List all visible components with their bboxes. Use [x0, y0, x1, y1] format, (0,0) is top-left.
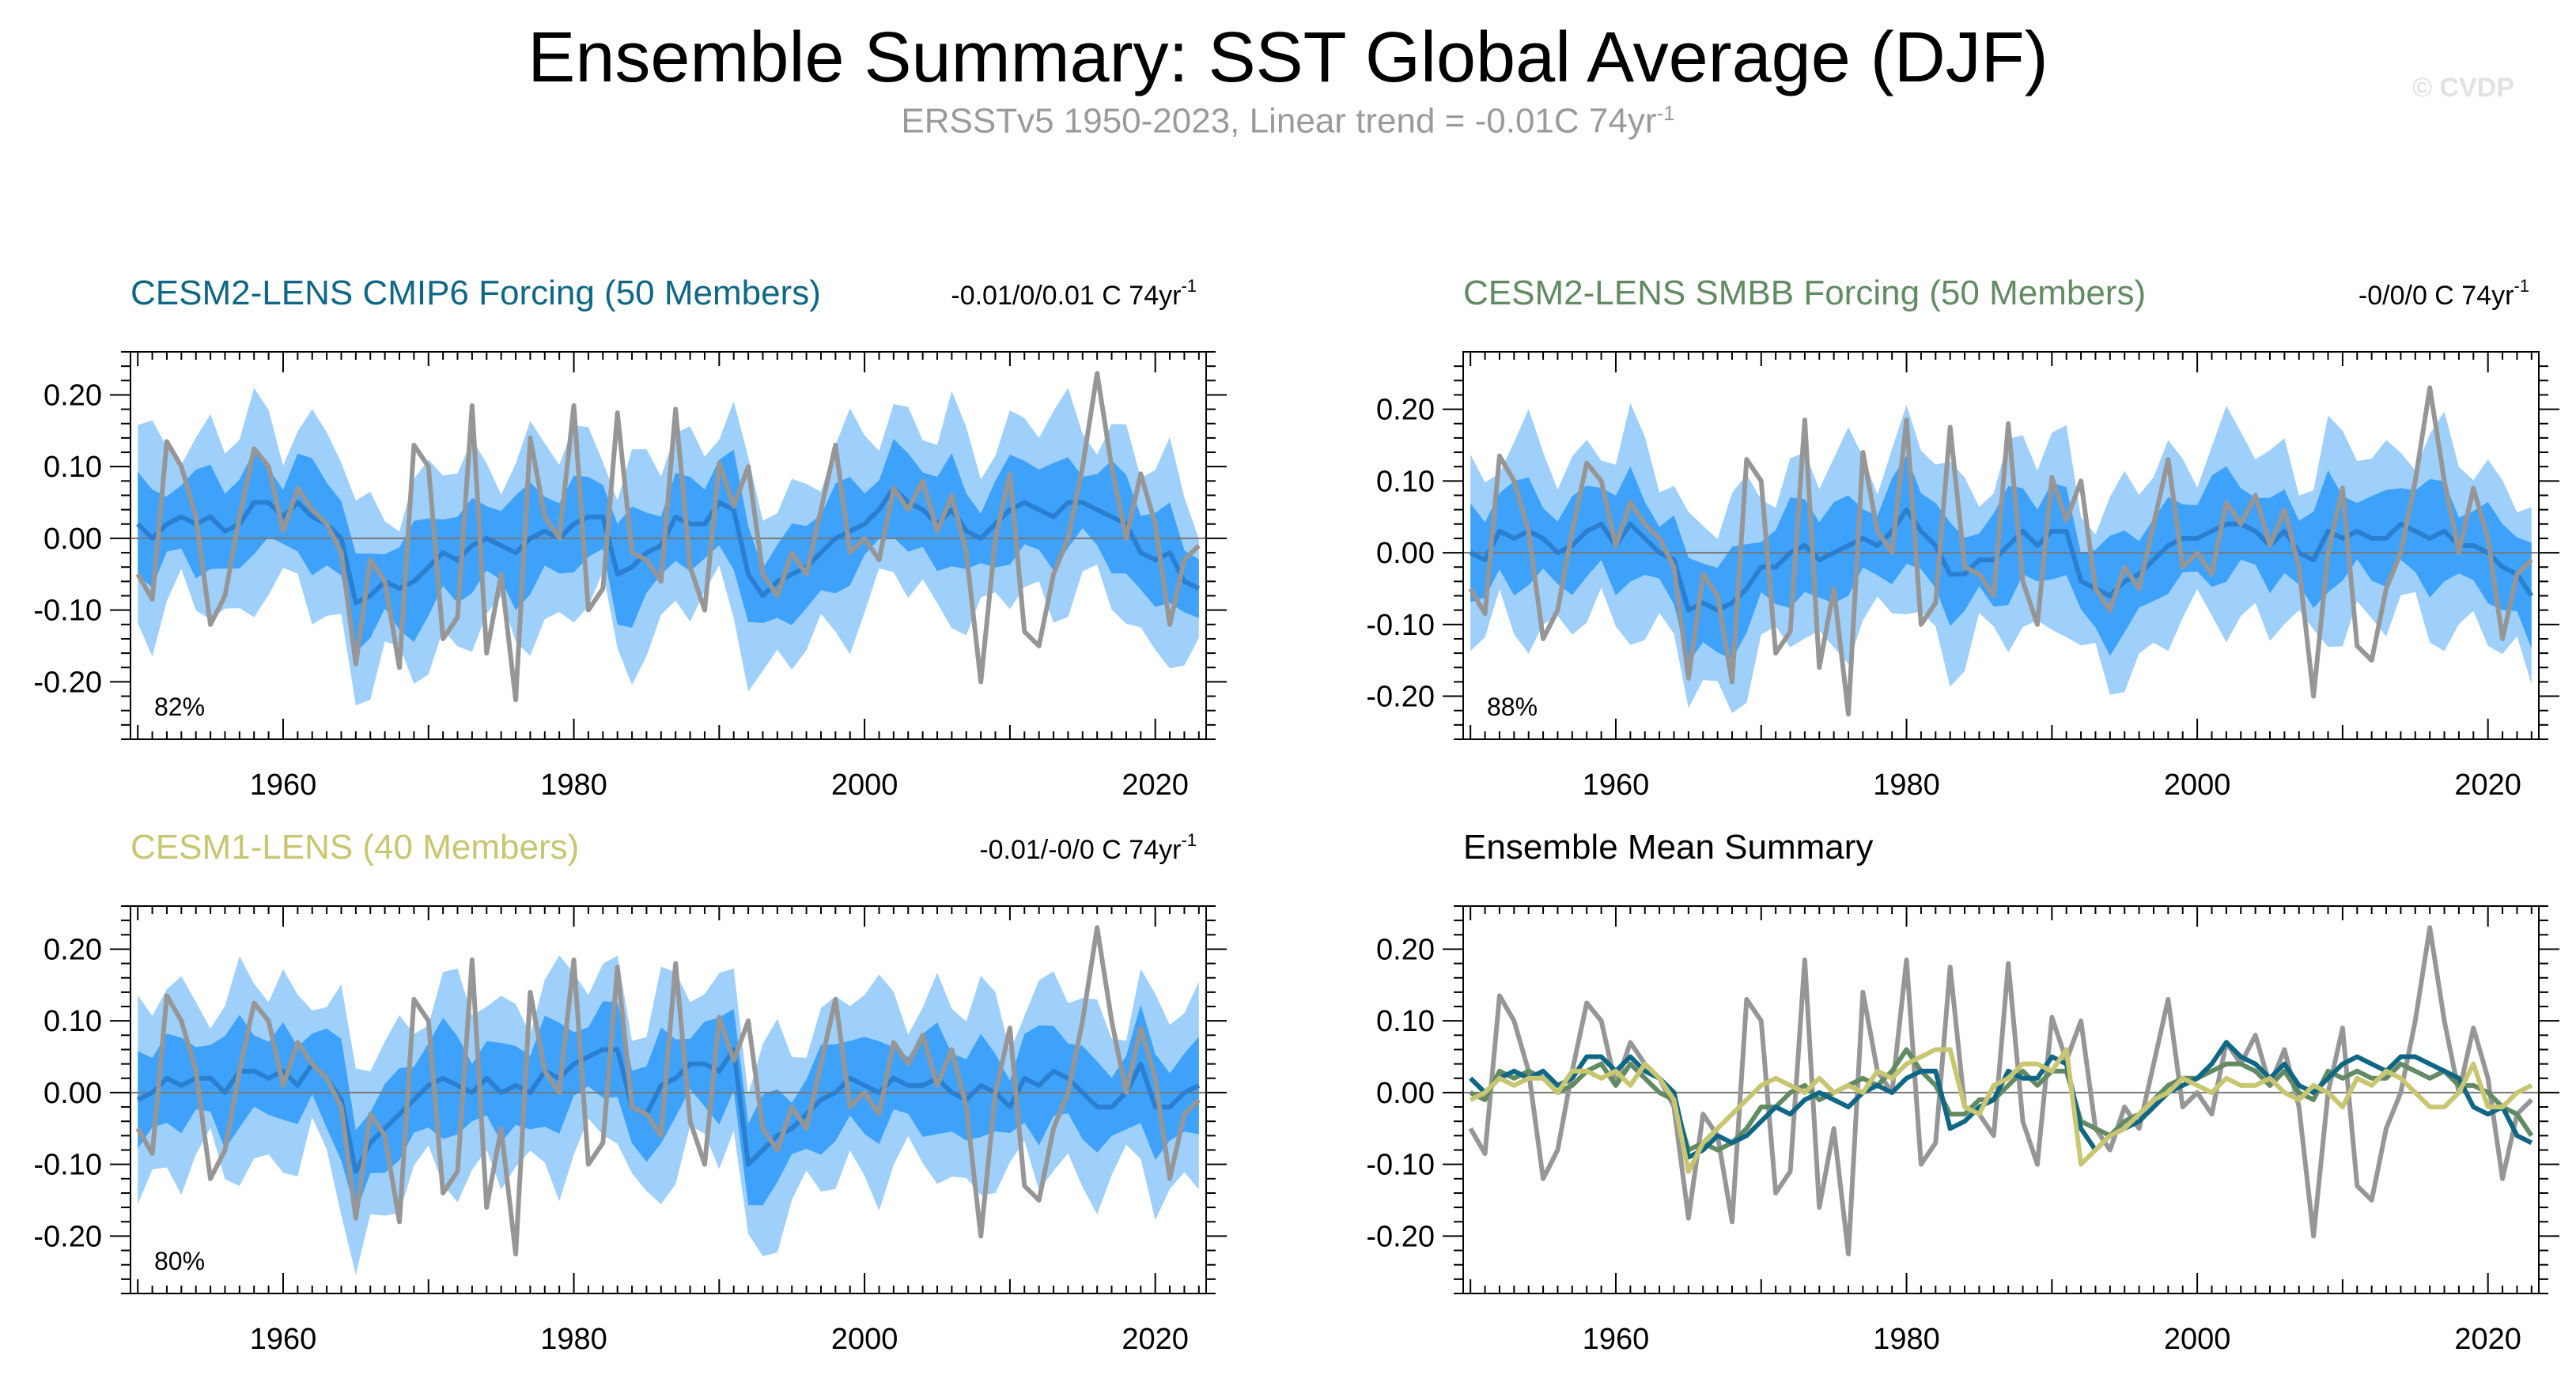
y-tick-label: 0.00	[1376, 1077, 1435, 1110]
plot-frame	[1462, 351, 2540, 740]
y-tick-label: 0.10	[44, 1005, 102, 1038]
x-tick-label: 1960	[1583, 1323, 1650, 1356]
trend-label: -0.01/-0/0 C 74yr-1	[979, 830, 1197, 865]
figure-title: Ensemble Summary: SST Global Average (DJ…	[528, 18, 2048, 97]
observations-line	[135, 925, 1201, 1257]
y-tick-label: -0.10	[33, 595, 102, 628]
figure-subtitle: ERSSTv5 1950-2023, Linear trend = -0.01C…	[0, 101, 2576, 142]
panel-title: CESM1-LENS (40 Members)	[131, 828, 579, 867]
x-tick-label: 2000	[2164, 769, 2231, 802]
plot-area	[1463, 385, 2539, 717]
x-tick-label: 2020	[2454, 1323, 2521, 1356]
y-tick-label: -0.20	[1366, 681, 1435, 714]
percent-label: 88%	[1487, 693, 1538, 721]
plot-area	[1463, 925, 2539, 1257]
inner-spread-band	[138, 1001, 1199, 1213]
plot-frame	[130, 905, 1207, 1294]
y-tick-label: 0.20	[44, 379, 102, 412]
panel-cesm2-cmip6: CESM2-LENS CMIP6 Forcing (50 Members) -0.…	[33, 274, 1227, 802]
y-tick-label: 0.20	[1376, 394, 1435, 427]
cesm2-smbb-mean-line	[1469, 1047, 2534, 1153]
y-tick-label: -0.10	[1366, 1149, 1435, 1182]
panel-title: Ensemble Mean Summary	[1463, 828, 1873, 867]
x-tick-label: 2000	[831, 769, 898, 802]
x-tick-label: 1980	[540, 1323, 607, 1356]
x-tick-label: 1960	[250, 769, 317, 802]
panel-cesm1: CESM1-LENS (40 Members) -0.01/-0/0 C 74yr…	[33, 828, 1227, 1356]
y-tick-label: -0.20	[1366, 1220, 1435, 1253]
x-tick-label: 2020	[1122, 1323, 1189, 1356]
subtitle-text: ERSSTv5 1950-2023, Linear trend = -0.01C…	[901, 101, 1657, 141]
trend-label: -0.01/0/0.01 C 74yr-1	[951, 276, 1197, 311]
observations-line	[1468, 385, 2533, 717]
observations-line	[135, 371, 1201, 703]
x-tick-label: 2000	[2164, 1323, 2231, 1356]
cesm1-mean-line	[1469, 1047, 2533, 1174]
y-tick-label: 0.20	[1376, 933, 1435, 966]
y-tick-label: -0.10	[33, 1149, 102, 1182]
y-tick-label: -0.20	[33, 666, 102, 699]
plot-frame	[130, 351, 1207, 740]
ensemble-mean-line	[1469, 507, 2534, 613]
panel-cesm2-smbb: CESM2-LENS SMBB Forcing (50 Members) -0/0…	[1366, 274, 2559, 802]
plot-area	[131, 925, 1206, 1275]
y-tick-label: 0.00	[44, 1077, 102, 1110]
panel-title: CESM2-LENS SMBB Forcing (50 Members)	[1463, 274, 2146, 312]
y-tick-label: 0.20	[44, 933, 102, 966]
x-tick-label: 1980	[1873, 1323, 1940, 1356]
trend-superscript: -1	[1181, 830, 1197, 850]
x-tick-label: 1960	[1583, 769, 1650, 802]
trend-text: -0.01/-0/0 C 74yr	[979, 835, 1181, 865]
x-tick-label: 2000	[831, 1323, 898, 1356]
percent-label: 80%	[154, 1247, 205, 1275]
y-tick-label: 0.00	[1376, 537, 1435, 570]
cesm2-cmip6-mean-line	[1469, 1040, 2533, 1160]
plot-frame	[1462, 905, 2540, 1294]
trend-superscript: -1	[2514, 276, 2529, 296]
y-tick-label: 0.10	[1376, 1005, 1435, 1038]
trend-text: -0/0/0 C 74yr	[2358, 281, 2514, 311]
x-tick-label: 1980	[1873, 769, 1940, 802]
percent-label: 82%	[154, 693, 205, 721]
panel-ensemble-mean-summary: Ensemble Mean Summary 1960 1980 2000 2020 0.2…	[1366, 828, 2559, 1356]
trend-superscript: -1	[1181, 276, 1197, 296]
y-tick-label: 0.00	[44, 523, 102, 556]
y-tick-label: 0.10	[44, 451, 102, 484]
x-tick-label: 2020	[1122, 769, 1189, 802]
x-tick-label: 2020	[2454, 769, 2521, 802]
x-tick-label: 1960	[250, 1323, 317, 1356]
trend-text: -0.01/0/0.01 C 74yr	[951, 281, 1181, 311]
y-tick-label: -0.20	[33, 1220, 102, 1253]
trend-label: -0/0/0 C 74yr-1	[2358, 276, 2529, 311]
cvdp-watermark: © CVDP	[2412, 73, 2514, 103]
ensemble-mean-line	[136, 485, 1201, 606]
plot-area	[131, 371, 1206, 706]
y-tick-label: -0.10	[1366, 609, 1435, 642]
y-tick-label: 0.10	[1376, 465, 1435, 498]
x-tick-label: 1980	[540, 769, 607, 802]
panel-title: CESM2-LENS CMIP6 Forcing (50 Members)	[131, 274, 821, 312]
subtitle-superscript: -1	[1656, 101, 1675, 125]
